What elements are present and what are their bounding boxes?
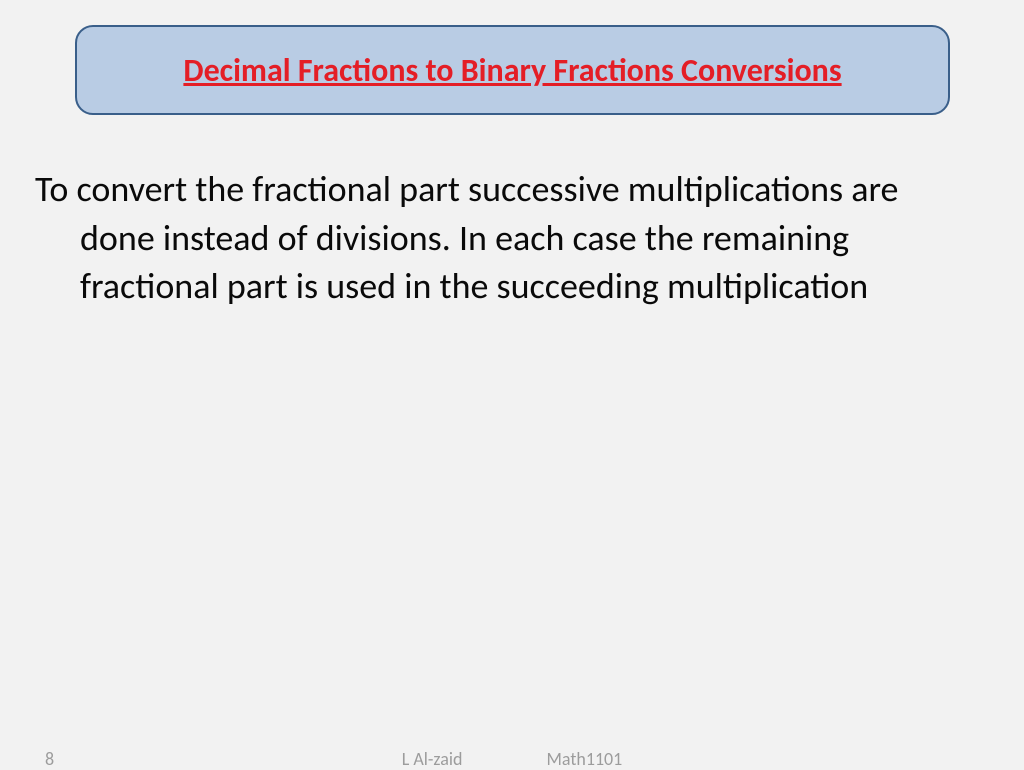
footer-course: Math1101 bbox=[546, 748, 622, 770]
footer-author: L Al-zaid bbox=[402, 748, 463, 770]
footer-center: L Al-zaid Math1101 bbox=[0, 748, 1024, 770]
body-paragraph: To convert the fractional part successiv… bbox=[35, 165, 965, 311]
title-box: Decimal Fractions to Binary Fractions Co… bbox=[75, 25, 950, 115]
body-content: To convert the fractional part successiv… bbox=[35, 165, 965, 311]
slide-title: Decimal Fractions to Binary Fractions Co… bbox=[183, 51, 841, 90]
